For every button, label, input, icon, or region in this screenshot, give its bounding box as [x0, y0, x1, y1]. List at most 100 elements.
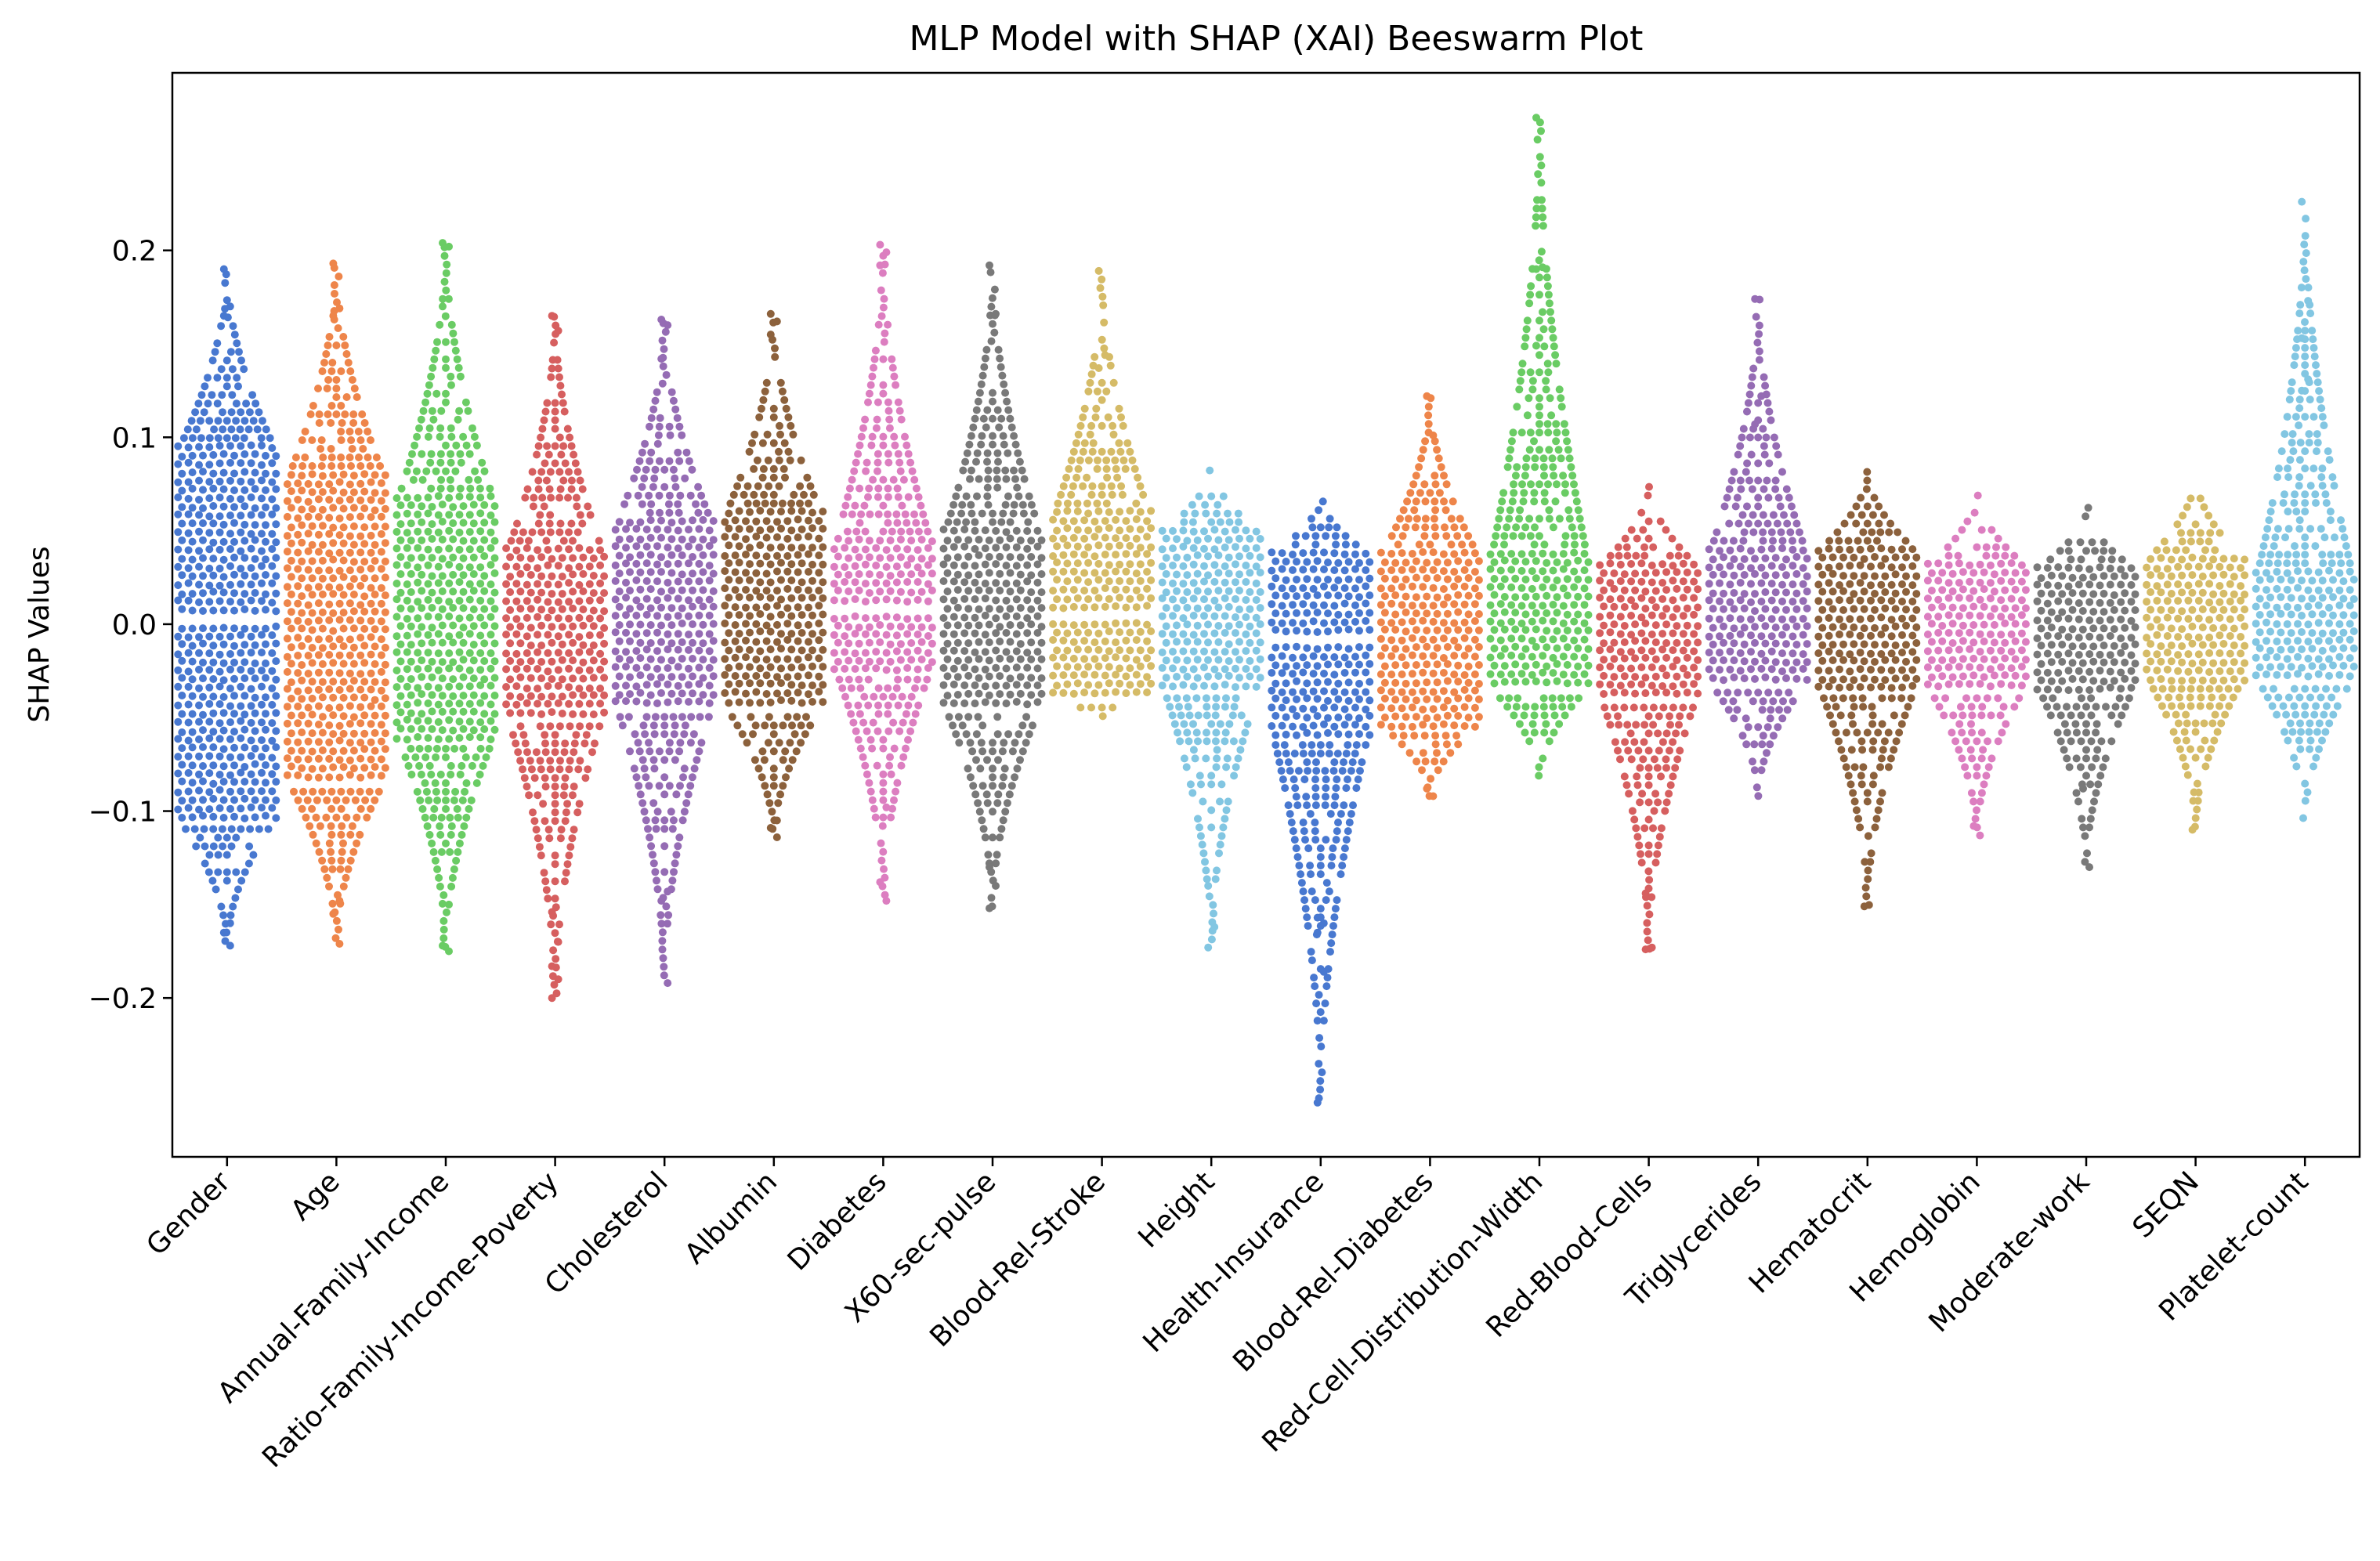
swarm-point: [1053, 542, 1062, 551]
swarm-point: [1521, 523, 1530, 532]
swarm-point: [664, 630, 672, 638]
swarm-point: [622, 697, 630, 706]
swarm-point: [318, 856, 327, 865]
swarm-point: [1033, 664, 1042, 673]
swarm-point: [978, 371, 987, 380]
swarm-point: [1470, 549, 1479, 558]
swarm-point: [1136, 526, 1145, 533]
swarm-point: [1109, 421, 1117, 430]
swarm-point: [247, 544, 255, 553]
swarm-point: [174, 805, 183, 814]
swarm-point: [1204, 656, 1212, 664]
swarm-point: [971, 414, 979, 423]
swarm-point: [523, 485, 532, 493]
swarm-point: [1109, 430, 1118, 439]
swarm-point: [294, 495, 302, 504]
swarm-point: [884, 484, 892, 493]
swarm-point: [651, 816, 660, 825]
swarm-point: [1116, 541, 1124, 550]
swarm-point: [298, 505, 306, 514]
swarm-point: [975, 570, 983, 579]
swarm-point: [1503, 523, 1511, 532]
swarm-point: [902, 441, 911, 450]
swarm-point: [381, 591, 389, 600]
swarm-point: [356, 787, 364, 796]
swarm-point: [765, 482, 773, 490]
swarm-point: [865, 570, 874, 579]
swarm-point: [830, 596, 838, 605]
swarm-point: [415, 424, 423, 432]
swarm-point: [327, 830, 336, 839]
swarm-point: [1126, 664, 1134, 673]
swarm-point: [1405, 515, 1412, 523]
swarm-point: [1212, 728, 1221, 737]
swarm-point: [873, 415, 881, 424]
swarm-point: [1511, 660, 1520, 669]
swarm-point: [184, 682, 193, 691]
swarm-point: [188, 484, 197, 493]
swarm-point: [1101, 569, 1109, 577]
swarm-point: [653, 680, 661, 688]
swarm-point: [446, 813, 454, 822]
swarm-point: [746, 699, 754, 707]
swarm-point: [884, 510, 892, 519]
swarm-point: [888, 363, 897, 372]
swarm-point: [983, 406, 992, 414]
swarm-point: [689, 730, 698, 739]
swarm-point: [1320, 652, 1328, 661]
swarm-point: [534, 580, 542, 588]
swarm-point: [347, 436, 356, 444]
swarm-point: [462, 779, 471, 787]
swarm-point: [244, 425, 253, 434]
swarm-point: [1202, 754, 1210, 763]
swarm-point: [657, 516, 665, 525]
swarm-point: [1521, 558, 1530, 566]
swarm-point: [1192, 694, 1201, 703]
swarm-point: [1235, 552, 1243, 561]
swarm-point: [761, 782, 769, 790]
swarm-point: [349, 410, 358, 418]
swarm-point: [664, 321, 672, 330]
swarm-point: [1023, 544, 1032, 553]
swarm-point: [992, 681, 1000, 690]
swarm-point: [1344, 625, 1353, 634]
swarm-point: [1121, 464, 1130, 473]
swarm-point: [262, 725, 269, 734]
swarm-point: [973, 492, 981, 500]
swarm-point: [809, 490, 818, 499]
swarm-point: [646, 457, 654, 465]
swarm-point: [1027, 537, 1036, 545]
swarm-point: [294, 599, 302, 608]
swarm-point: [403, 735, 411, 744]
swarm-point: [772, 816, 781, 825]
swarm-point: [447, 822, 456, 830]
swarm-point: [1147, 646, 1156, 655]
swarm-point: [554, 544, 562, 553]
swarm-point: [772, 317, 781, 326]
swarm-point: [721, 688, 729, 697]
swarm-point: [339, 678, 348, 686]
swarm-point: [335, 736, 344, 745]
swarm-point: [178, 503, 186, 511]
swarm-point: [537, 658, 546, 666]
swarm-point: [914, 527, 923, 536]
swarm-point: [1173, 673, 1181, 681]
swarm-point: [986, 904, 993, 912]
swarm-point: [704, 713, 713, 721]
swarm-point: [545, 834, 554, 843]
swarm-point: [459, 604, 468, 612]
swarm-point: [983, 457, 991, 466]
swarm-point: [884, 727, 893, 735]
swarm-point: [1312, 758, 1320, 767]
swarm-point: [195, 461, 203, 469]
swarm-point: [725, 699, 733, 707]
swarm-point: [262, 710, 269, 718]
swarm-point: [1391, 575, 1400, 584]
swarm-point: [783, 713, 792, 721]
swarm-point: [541, 459, 549, 468]
swarm-point: [1421, 757, 1430, 766]
swarm-point: [664, 560, 672, 569]
swarm-point: [700, 500, 709, 508]
swarm-point: [1402, 523, 1410, 532]
swarm-point: [1063, 524, 1072, 533]
